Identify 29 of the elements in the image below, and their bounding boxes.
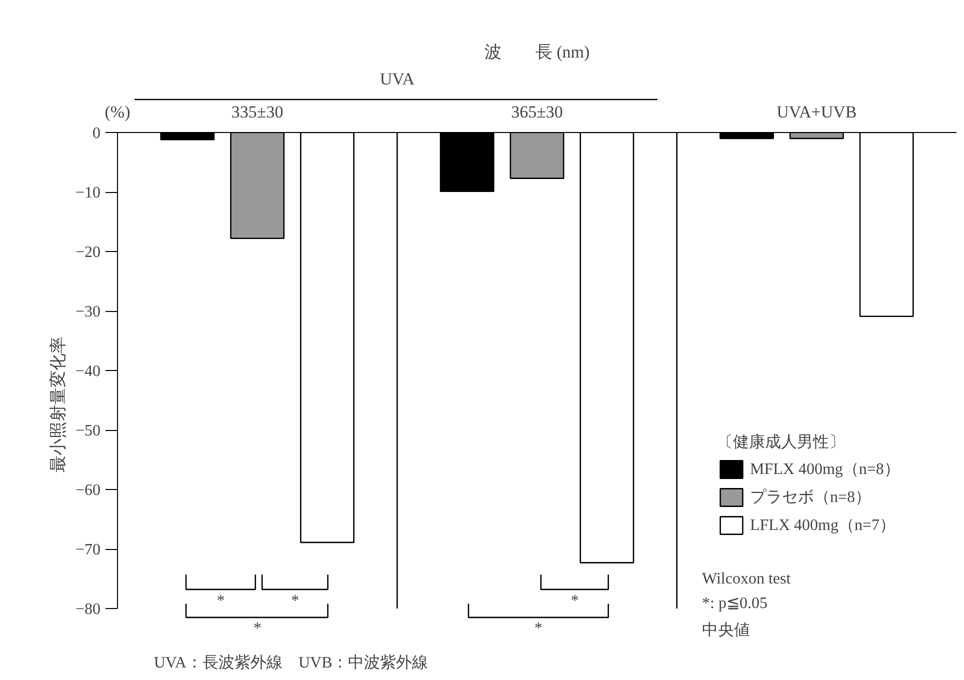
legend-label: プラセボ（n=8）: [750, 488, 872, 508]
text: *: [253, 620, 262, 638]
y-tick-label: −30: [75, 304, 101, 320]
legend-label: LFLX 400mg（n=7）: [750, 516, 896, 536]
annotation: *: p≦0.05: [702, 595, 768, 612]
y-axis-title: 最小照射量変化率: [48, 336, 68, 472]
text: (%): [104, 102, 130, 122]
x-tick-label: 335±30: [231, 102, 284, 122]
y-tick-label: −20: [75, 244, 101, 261]
y-tick-label: 0: [92, 125, 100, 142]
chart-title: 波 長 (nm): [484, 42, 590, 62]
y-tick-label: −60: [75, 482, 101, 499]
annotation: *: [291, 592, 300, 610]
y-tick-label: −40: [75, 363, 101, 380]
y-tick-label: −50: [75, 422, 101, 440]
text: UVA：長波紫外線 UVB：中波紫外線: [154, 654, 428, 672]
annotation: *: [570, 592, 579, 610]
text: UVA: [380, 70, 416, 88]
annotation: Wilcoxon test: [702, 570, 792, 588]
text: 中央値: [702, 621, 750, 640]
text: *: [534, 620, 542, 638]
y-tick-label: −70: [75, 542, 101, 558]
legend-title: 〔健康成人男性〕: [717, 432, 846, 453]
annotation: *: [216, 592, 225, 610]
y-tick-label: −10: [75, 184, 101, 202]
x-tick-label: 365±30: [511, 102, 563, 122]
y-tick-label: −80: [75, 601, 101, 618]
legend-label: MFLX 400mg（n=8）: [750, 460, 900, 480]
x-tick-label: UVA+UVB: [776, 102, 857, 122]
